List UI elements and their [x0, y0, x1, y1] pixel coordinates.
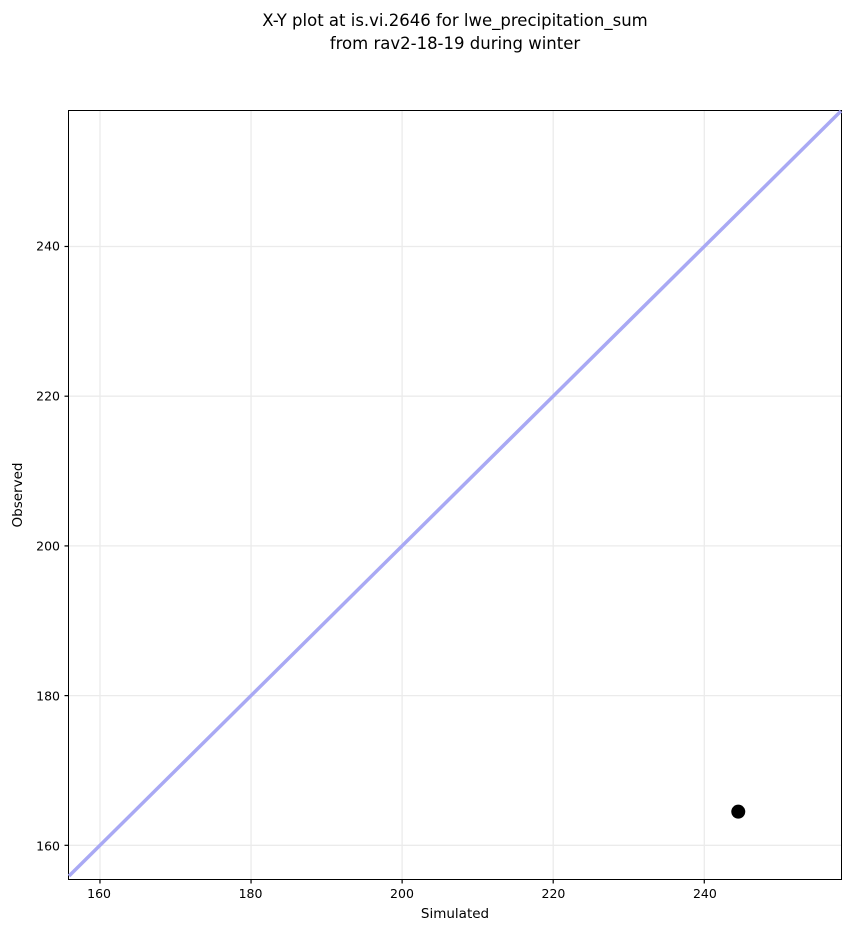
y-tick-label: 200	[36, 538, 60, 554]
x-tick-label: 240	[692, 886, 717, 901]
x-tick-label: 160	[87, 886, 111, 901]
x-tick-label: 180	[238, 886, 263, 901]
y-tick-label: 220	[36, 388, 60, 404]
x-tick-labels: 160 180 200 220 240	[68, 886, 842, 902]
y-axis-label: Observed	[10, 462, 26, 528]
y-tick-label: 160	[36, 838, 60, 854]
x-axis-label: Simulated	[420, 906, 490, 922]
plot-svg	[64, 109, 843, 884]
y-tick-label: 240	[36, 238, 60, 254]
x-tick-label: 200	[390, 886, 414, 901]
y-tick-label: 180	[36, 688, 60, 704]
chart-title: X-Y plot at is.vi.2646 for lwe_precipita…	[262, 11, 648, 53]
plot-area	[64, 109, 843, 884]
y-tick-labels: 160 180 200 220 240	[0, 110, 60, 880]
x-tick-label: 220	[541, 886, 566, 901]
identity-line	[67, 109, 843, 878]
data-point	[731, 804, 746, 819]
